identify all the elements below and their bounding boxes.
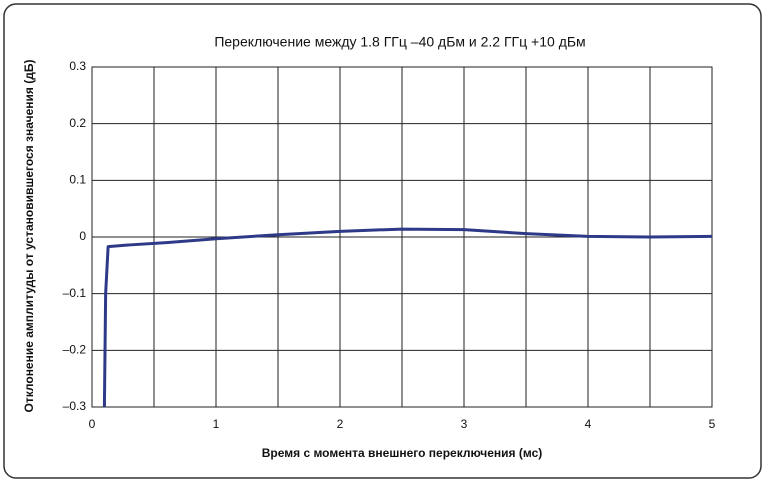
y-tick-label: –0.1 xyxy=(63,286,87,300)
x-tick-label: 4 xyxy=(585,417,592,431)
y-tick-label: –0.3 xyxy=(63,399,87,413)
y-tick-label: –0.2 xyxy=(63,343,87,357)
frame xyxy=(3,3,762,479)
x-tick-label: 3 xyxy=(461,417,468,431)
x-tick-label: 0 xyxy=(89,417,96,431)
y-tick-label: 0.1 xyxy=(69,173,86,187)
data-line xyxy=(102,227,713,408)
x-tick-label: 2 xyxy=(337,417,344,431)
x-tick-label: 5 xyxy=(709,417,716,431)
y-axis-label: Отклонение амплитуды от установившегося … xyxy=(22,60,36,413)
y-tick-label: 0 xyxy=(79,229,86,243)
chart-title: Переключение между 1.8 ГГц –40 дБм и 2.2… xyxy=(214,34,585,50)
x-axis-label: Время с момента внешнего переключения (м… xyxy=(262,446,543,460)
x-tick-label: 1 xyxy=(213,417,220,431)
y-tick-label: 0.3 xyxy=(69,59,86,73)
y-tick-label: 0.2 xyxy=(69,116,86,130)
